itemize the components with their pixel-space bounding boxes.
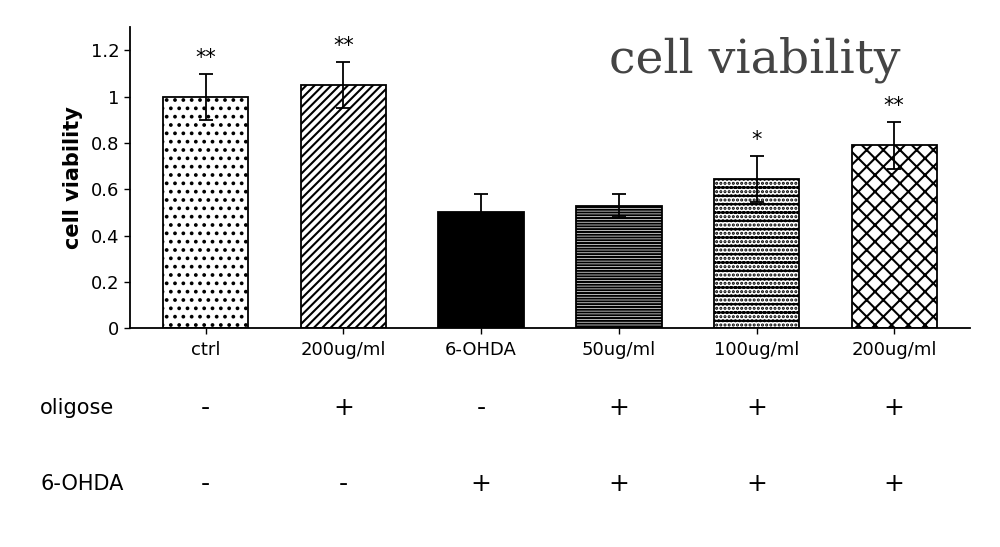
- Text: **: **: [195, 48, 216, 68]
- Text: +: +: [884, 472, 905, 496]
- Text: 6-OHDA: 6-OHDA: [40, 474, 123, 494]
- Bar: [163, 97, 248, 328]
- Text: cell viability: cell viability: [609, 36, 900, 83]
- Text: -: -: [339, 472, 348, 496]
- Text: +: +: [884, 395, 905, 420]
- Text: +: +: [608, 472, 629, 496]
- Y-axis label: cell viability: cell viability: [63, 106, 83, 249]
- Text: **: **: [884, 96, 905, 117]
- Bar: [714, 179, 799, 328]
- Text: +: +: [746, 395, 767, 420]
- Text: oligose: oligose: [40, 398, 114, 417]
- Text: *: *: [751, 130, 762, 150]
- Text: -: -: [201, 472, 210, 496]
- Bar: [438, 212, 524, 328]
- Text: -: -: [477, 395, 486, 420]
- Text: -: -: [201, 395, 210, 420]
- Text: +: +: [746, 472, 767, 496]
- Bar: [852, 146, 937, 328]
- Text: +: +: [471, 472, 492, 496]
- Text: +: +: [333, 395, 354, 420]
- Text: **: **: [333, 36, 354, 56]
- Bar: [301, 85, 386, 328]
- Text: +: +: [608, 395, 629, 420]
- Bar: [576, 206, 662, 328]
